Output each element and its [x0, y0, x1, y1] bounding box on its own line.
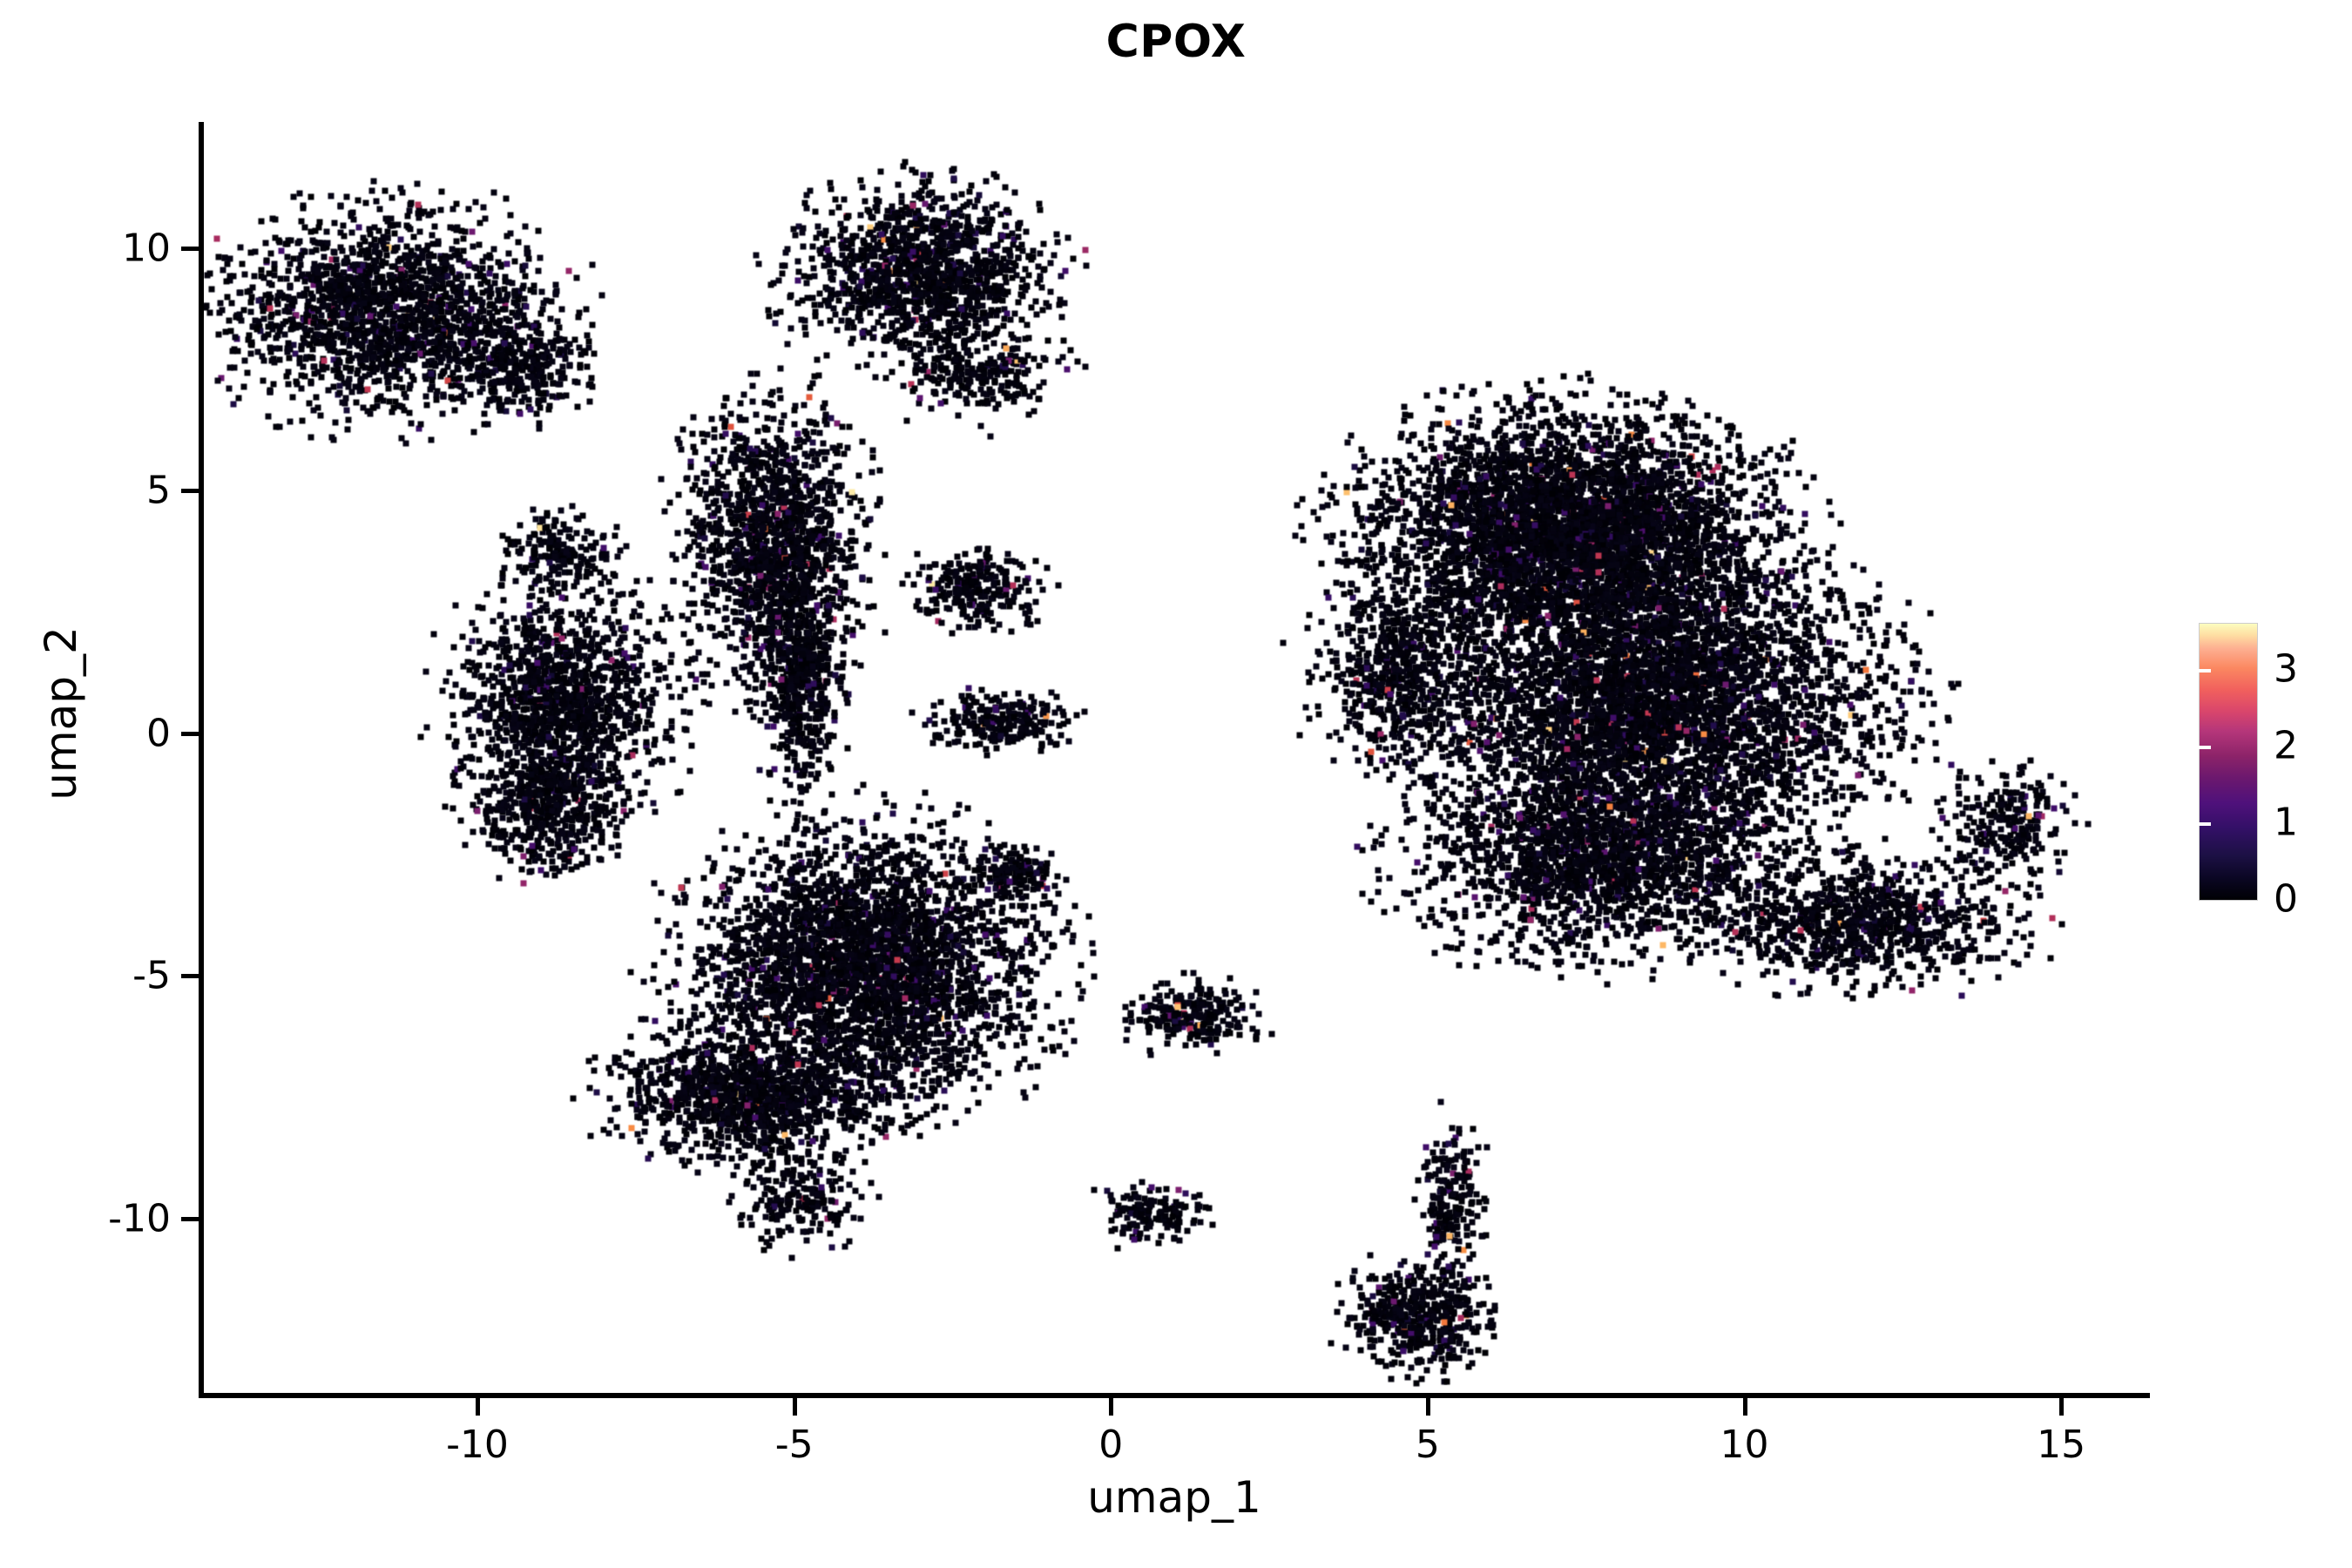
colorbar-tick — [2335, 745, 2347, 749]
colorbar-tick — [2199, 821, 2211, 826]
x-axis-spine — [199, 1393, 2150, 1398]
y-axis-label: umap_2 — [36, 626, 86, 801]
y-tick-label: 10 — [122, 226, 171, 271]
colorbar-tick-label: 2 — [2274, 723, 2298, 768]
x-tick-label: 0 — [1098, 1423, 1124, 1467]
plot-axes — [181, 122, 2150, 1416]
y-axis-spine — [199, 122, 204, 1398]
y-tick — [181, 1216, 199, 1221]
x-tick — [1742, 1398, 1747, 1416]
x-axis-label: umap_1 — [1087, 1472, 1261, 1523]
x-tick — [476, 1398, 480, 1416]
colorbar-tick-label: 1 — [2274, 800, 2298, 845]
y-tick — [181, 489, 199, 494]
y-tick-label: -5 — [132, 953, 171, 998]
y-tick-label: 0 — [146, 711, 171, 756]
x-tick — [792, 1398, 797, 1416]
colorbar-tick-label: 0 — [2274, 876, 2298, 922]
x-tick-label: -10 — [446, 1423, 509, 1467]
colorbar-gradient — [2199, 623, 2258, 901]
y-tick-label: -10 — [108, 1196, 171, 1241]
y-tick — [181, 974, 199, 979]
y-tick-label: 5 — [146, 468, 171, 513]
page-title: CPOX — [1105, 16, 1247, 68]
x-tick-label: -5 — [774, 1423, 814, 1467]
x-tick — [1109, 1398, 1114, 1416]
x-tick-label: 10 — [1720, 1423, 1769, 1467]
y-tick — [181, 731, 199, 736]
colorbar-tick-label: 3 — [2274, 646, 2298, 692]
colorbar-tick — [2335, 668, 2347, 672]
x-tick-label: 5 — [1415, 1423, 1440, 1467]
x-tick-label: 15 — [2037, 1423, 2086, 1467]
x-tick — [2059, 1398, 2065, 1416]
y-tick — [181, 246, 199, 251]
colorbar-tick — [2335, 821, 2347, 826]
colorbar-tick — [2199, 668, 2211, 672]
scatter-plot-canvas — [199, 122, 2150, 1398]
colorbar-tick — [2199, 745, 2211, 749]
colorbar-legend: 3 2 1 0 — [2199, 623, 2347, 922]
x-tick — [1425, 1398, 1430, 1416]
